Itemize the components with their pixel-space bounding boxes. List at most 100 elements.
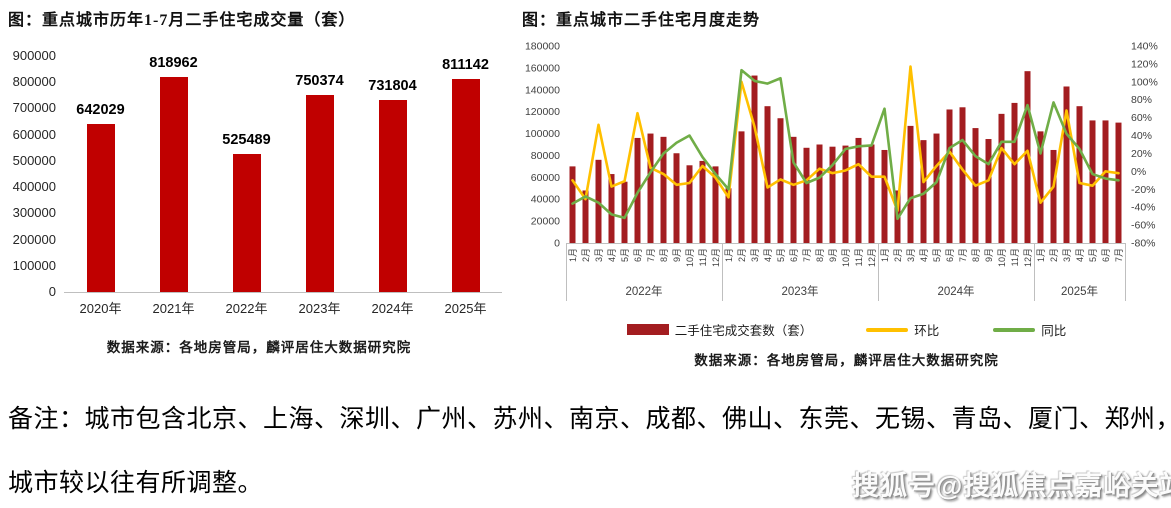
month-tick-label: 7月: [958, 248, 968, 262]
month-tick-label: 5月: [776, 248, 786, 262]
volume-bar: [855, 137, 862, 243]
volume-bar: [946, 109, 953, 243]
bar-value-label: 525489: [222, 132, 271, 149]
month-tick-label: 9月: [672, 248, 682, 262]
month-tick-label: 2月: [737, 248, 747, 262]
month-tick-label: 5月: [1088, 248, 1098, 262]
volume-bar: [725, 188, 732, 243]
volume-bar: [803, 147, 810, 243]
left-axis-tick-label: 160000: [525, 62, 560, 74]
right-axis-tick-label: 140%: [1131, 41, 1158, 53]
volume-bar: [673, 153, 680, 243]
watermark: 搜狐号@搜狐焦点嘉峪关站: [852, 471, 1171, 501]
volume-bar: [1011, 102, 1018, 244]
volume-bar: [608, 174, 615, 243]
volume-bar: [933, 133, 940, 243]
x-axis-category-label: 2025年: [444, 301, 487, 316]
footnote-line-1: 备注：城市包含北京、上海、深圳、广州、苏州、南京、成都、佛山、东莞、无锡、青岛、…: [8, 406, 1171, 433]
month-tick-label: 4月: [607, 248, 617, 262]
同比-line: [571, 68, 1120, 221]
month-tick-label: 4月: [919, 248, 929, 262]
volume-bar: [582, 190, 589, 243]
month-tick-label: 11月: [698, 248, 708, 266]
right-axis-tick-label: 80%: [1131, 94, 1152, 106]
month-tick-label: 2月: [893, 248, 903, 262]
month-tick-label: 11月: [854, 248, 864, 266]
bar-value-label: 731804: [368, 78, 417, 95]
month-tick-label: 1月: [880, 248, 890, 262]
month-tick-label: 12月: [1023, 248, 1033, 267]
month-tick-label: 2月: [581, 248, 591, 262]
month-tick-label: 5月: [932, 248, 942, 262]
volume-bar: [842, 145, 849, 243]
month-tick-label: 1月: [568, 248, 578, 262]
y-axis-tick-label: 800000: [12, 74, 56, 90]
annual-bar-chart: 图：重点城市历年1-7月二手住宅成交量（套） 900000 800000 70000…: [8, 6, 510, 356]
right-axis-tick-label: -20%: [1131, 184, 1156, 196]
month-tick-label: 9月: [984, 248, 994, 262]
month-tick-label: 4月: [1075, 248, 1085, 262]
volume-bar: [829, 146, 836, 243]
footnote-line-2: 城市较以往有所调整。: [8, 470, 264, 497]
volume-bar: [790, 136, 797, 243]
month-tick-label: 6月: [1101, 248, 1111, 262]
y-axis-tick-label: 900000: [12, 48, 56, 63]
volume-bar: [621, 181, 628, 243]
y-axis-tick-label: 600000: [12, 126, 56, 142]
right-axis-tick-label: 120%: [1131, 58, 1158, 70]
left-chart-title: 图：重点城市历年1-7月二手住宅成交量（套）: [8, 12, 356, 29]
volume-bar: [881, 149, 888, 243]
legend-item-bars: 二手住宅成交套数（套）: [626, 320, 812, 339]
left-axis-tick-label: 180000: [525, 41, 560, 53]
y-axis-tick-label: 400000: [12, 179, 56, 195]
month-tick-label: 5月: [620, 248, 630, 262]
bar-2020年: [86, 123, 115, 292]
left-axis-tick-label: 120000: [525, 106, 560, 118]
right-chart-title: 图：重点城市二手住宅月度走势: [522, 12, 761, 29]
left-chart-plot-area: 900000 800000 700000 600000 500000 400000 3000…: [8, 44, 510, 316]
month-tick-label: 9月: [828, 248, 838, 262]
y-axis-tick-label: 300000: [12, 205, 56, 221]
mom-line-swatch-icon: [866, 327, 909, 332]
left-axis-tick-label: 20000: [531, 216, 560, 228]
bar-value-label: 750374: [295, 73, 344, 90]
legend-item-yoy: 同比: [993, 320, 1066, 339]
volume-bar: [660, 136, 667, 243]
left-axis-tick-label: 60000: [531, 172, 560, 184]
bar-2025年: [451, 79, 480, 292]
month-tick-label: 11月: [1010, 248, 1020, 266]
left-axis-tick-label: 80000: [531, 150, 560, 162]
month-tick-label: 3月: [594, 248, 604, 262]
month-tick-label: 10月: [841, 248, 851, 267]
right-axis-tick-label: 60%: [1131, 112, 1152, 124]
volume-bar: [868, 144, 875, 243]
year-group-label: 2022年: [625, 284, 662, 298]
month-tick-label: 7月: [802, 248, 812, 262]
left-chart-source: 数据来源：各地房管局，麟评居住大数据研究院: [106, 340, 412, 355]
month-tick-label: 8月: [971, 248, 981, 262]
bar-swatch-icon: [626, 324, 669, 335]
monthly-trend-chart: 图：重点城市二手住宅月度走势 180000 160000 140000 120000 1…: [522, 6, 1171, 369]
month-tick-label: 4月: [763, 248, 773, 262]
year-group-label: 2025年: [1061, 284, 1098, 298]
right-axis-tick-label: 0%: [1131, 166, 1146, 178]
right-chart-plot-area: 180000 160000 140000 120000 100000 80000 60000…: [525, 41, 1158, 301]
bar-2022年: [232, 154, 261, 292]
legend: 二手住宅成交套数（套） 环比 同比: [522, 320, 1171, 339]
month-tick-label: 10月: [685, 248, 695, 267]
month-tick-label: 12月: [711, 248, 721, 267]
x-axis-category-label: 2021年: [152, 301, 195, 316]
right-axis-tick-label: -40%: [1131, 202, 1156, 214]
month-tick-label: 8月: [659, 248, 669, 262]
volume-bar: [1024, 71, 1031, 243]
x-axis-category-label: 2024年: [371, 301, 414, 316]
month-tick-label: 3月: [906, 248, 916, 262]
volume-bar: [1102, 120, 1109, 243]
x-axis-category-label: 2020年: [79, 301, 122, 316]
volume-bar: [738, 131, 745, 243]
bar-value-label: 811142: [442, 57, 489, 74]
y-axis-tick-label: 700000: [12, 100, 56, 116]
volume-bar: [647, 133, 654, 243]
month-tick-label: 2月: [1049, 248, 1059, 262]
month-tick-label: 3月: [1062, 248, 1072, 262]
